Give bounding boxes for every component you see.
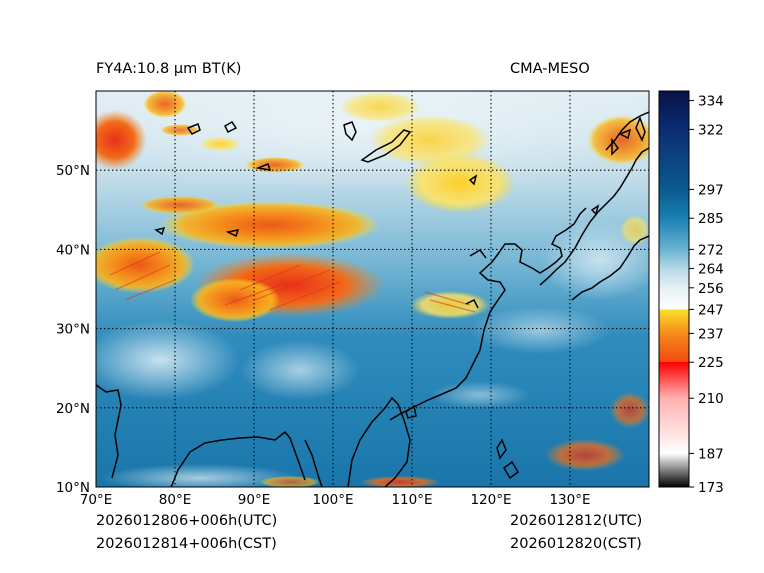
lat-tick-label: 50°N bbox=[56, 163, 90, 179]
colorbar-tick-label: 256 bbox=[698, 281, 724, 297]
lat-tick-label: 10°N bbox=[56, 480, 90, 496]
lat-tick-label: 30°N bbox=[56, 322, 90, 338]
model-name: CMA-MESO bbox=[510, 61, 590, 77]
map-frame bbox=[95, 90, 650, 488]
lat-tick-label: 40°N bbox=[56, 242, 90, 258]
latitude-tick-labels: 10°N 20°N 30°N 40°N 50°N bbox=[56, 163, 90, 496]
colorbar-tick-label: 264 bbox=[698, 262, 724, 278]
lon-tick-label: 80°E bbox=[159, 492, 191, 508]
colorbar-tick-label: 187 bbox=[698, 446, 724, 462]
colorbar-tick-label: 173 bbox=[698, 480, 724, 496]
longitude-tick-labels: 70°E 80°E 90°E 100°E 110°E 120°E 130°E bbox=[80, 492, 591, 508]
colorbar-tick-label: 322 bbox=[698, 122, 724, 138]
lon-tick-label: 110°E bbox=[391, 492, 432, 508]
colorbar-tick-label: 297 bbox=[698, 182, 724, 198]
lon-tick-label: 100°E bbox=[312, 492, 353, 508]
colorbar-tick-label: 272 bbox=[698, 242, 724, 258]
init-time-cst: 2026012814+006h(CST) bbox=[96, 536, 277, 552]
gridlines bbox=[96, 91, 649, 487]
lon-tick-label: 70°E bbox=[80, 492, 112, 508]
colorbar: 334 322 297 285 272 264 256 247 237 225 210 187 173 bbox=[658, 90, 724, 496]
satellite-imagery bbox=[96, 91, 649, 487]
colorbar-tick-label: 334 bbox=[698, 94, 724, 110]
coastlines bbox=[96, 111, 649, 487]
lon-tick-label: 130°E bbox=[549, 492, 590, 508]
colorbar-tick-label: 210 bbox=[698, 391, 724, 407]
colorbar-gradient bbox=[658, 90, 690, 488]
colorbar-tick-label: 225 bbox=[698, 355, 724, 371]
colorbar-tick-label: 247 bbox=[698, 302, 724, 318]
lon-tick-label: 120°E bbox=[470, 492, 511, 508]
valid-time-cst: 2026012820(CST) bbox=[510, 536, 642, 552]
colorbar-tick-label: 237 bbox=[698, 326, 724, 342]
valid-time-utc: 2026012812(UTC) bbox=[510, 513, 643, 529]
lat-tick-label: 20°N bbox=[56, 401, 90, 417]
colorbar-ticks: 334 322 297 285 272 264 256 247 237 225 210 187 173 bbox=[689, 94, 724, 496]
init-time-utc: 2026012806+006h(UTC) bbox=[96, 513, 278, 529]
colorbar-tick-label: 285 bbox=[698, 211, 724, 227]
lon-tick-label: 90°E bbox=[238, 492, 270, 508]
product-title: FY4A:10.8 µm BT(K) bbox=[96, 61, 242, 77]
